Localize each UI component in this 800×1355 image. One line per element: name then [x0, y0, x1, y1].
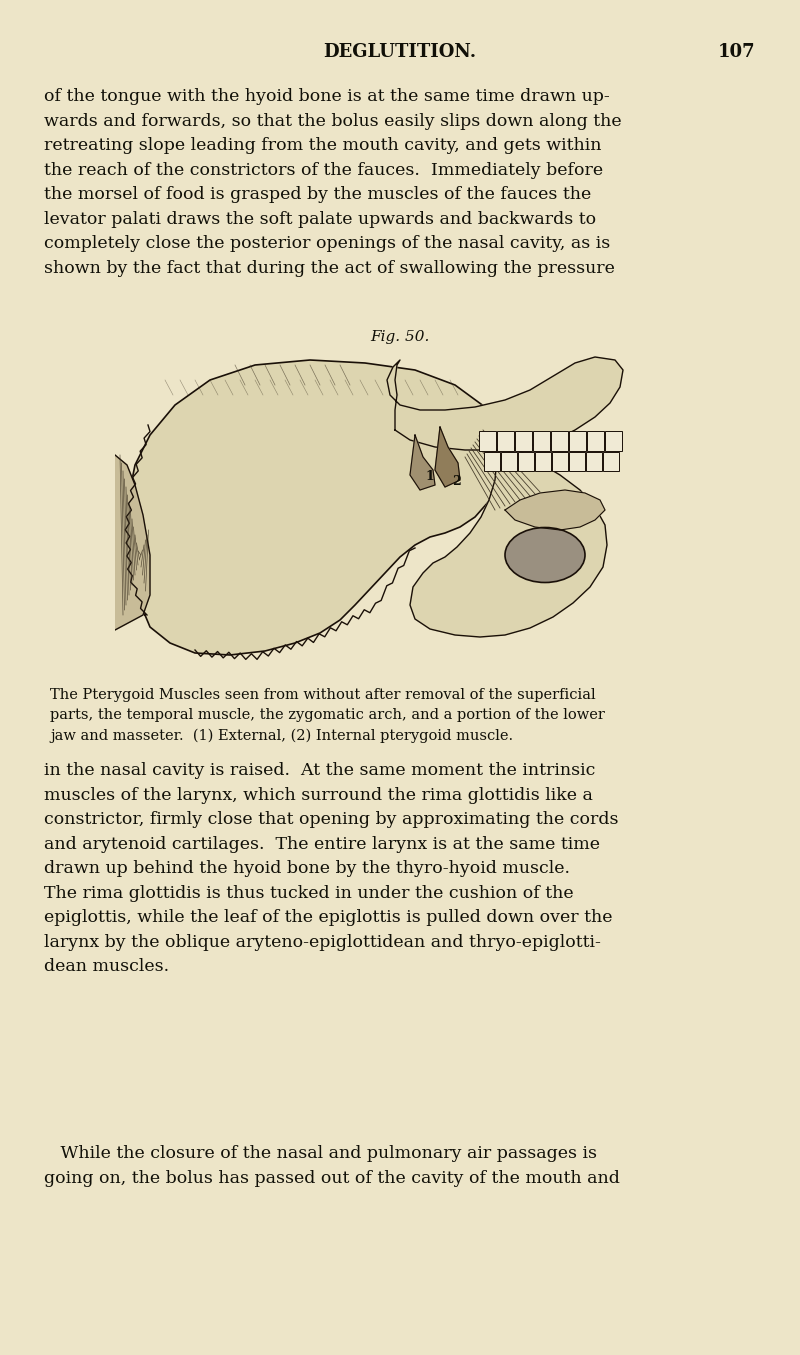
Text: of the tongue with the hyoid bone is at the same time drawn up-
wards and forwar: of the tongue with the hyoid bone is at … — [44, 88, 622, 276]
FancyBboxPatch shape — [515, 431, 532, 451]
FancyBboxPatch shape — [569, 453, 585, 472]
FancyBboxPatch shape — [587, 431, 604, 451]
Text: Fig. 50.: Fig. 50. — [370, 331, 430, 344]
Text: in the nasal cavity is raised.  At the same moment the intrinsic
muscles of the : in the nasal cavity is raised. At the sa… — [44, 762, 618, 976]
FancyBboxPatch shape — [479, 431, 496, 451]
Text: 1: 1 — [425, 470, 434, 482]
FancyBboxPatch shape — [586, 453, 602, 472]
Polygon shape — [115, 455, 150, 630]
FancyBboxPatch shape — [552, 453, 568, 472]
Polygon shape — [435, 427, 460, 486]
FancyBboxPatch shape — [497, 431, 514, 451]
Text: 107: 107 — [718, 43, 755, 61]
FancyBboxPatch shape — [484, 453, 500, 472]
Polygon shape — [387, 356, 623, 450]
FancyBboxPatch shape — [551, 431, 568, 451]
Text: The Pterygoid Muscles seen from without after removal of the superficial
parts, : The Pterygoid Muscles seen from without … — [50, 688, 605, 743]
Text: DEGLUTITION.: DEGLUTITION. — [323, 43, 477, 61]
Text: While the closure of the nasal and pulmonary air passages is
going on, the bolus: While the closure of the nasal and pulmo… — [44, 1145, 620, 1187]
Polygon shape — [125, 360, 505, 654]
FancyBboxPatch shape — [501, 453, 517, 472]
Polygon shape — [410, 430, 607, 637]
Polygon shape — [410, 435, 435, 491]
FancyBboxPatch shape — [533, 431, 550, 451]
FancyBboxPatch shape — [603, 453, 619, 472]
FancyBboxPatch shape — [605, 431, 622, 451]
Ellipse shape — [505, 527, 585, 583]
Text: 2: 2 — [452, 476, 461, 488]
FancyBboxPatch shape — [535, 453, 551, 472]
FancyBboxPatch shape — [569, 431, 586, 451]
FancyBboxPatch shape — [518, 453, 534, 472]
Polygon shape — [505, 491, 605, 530]
